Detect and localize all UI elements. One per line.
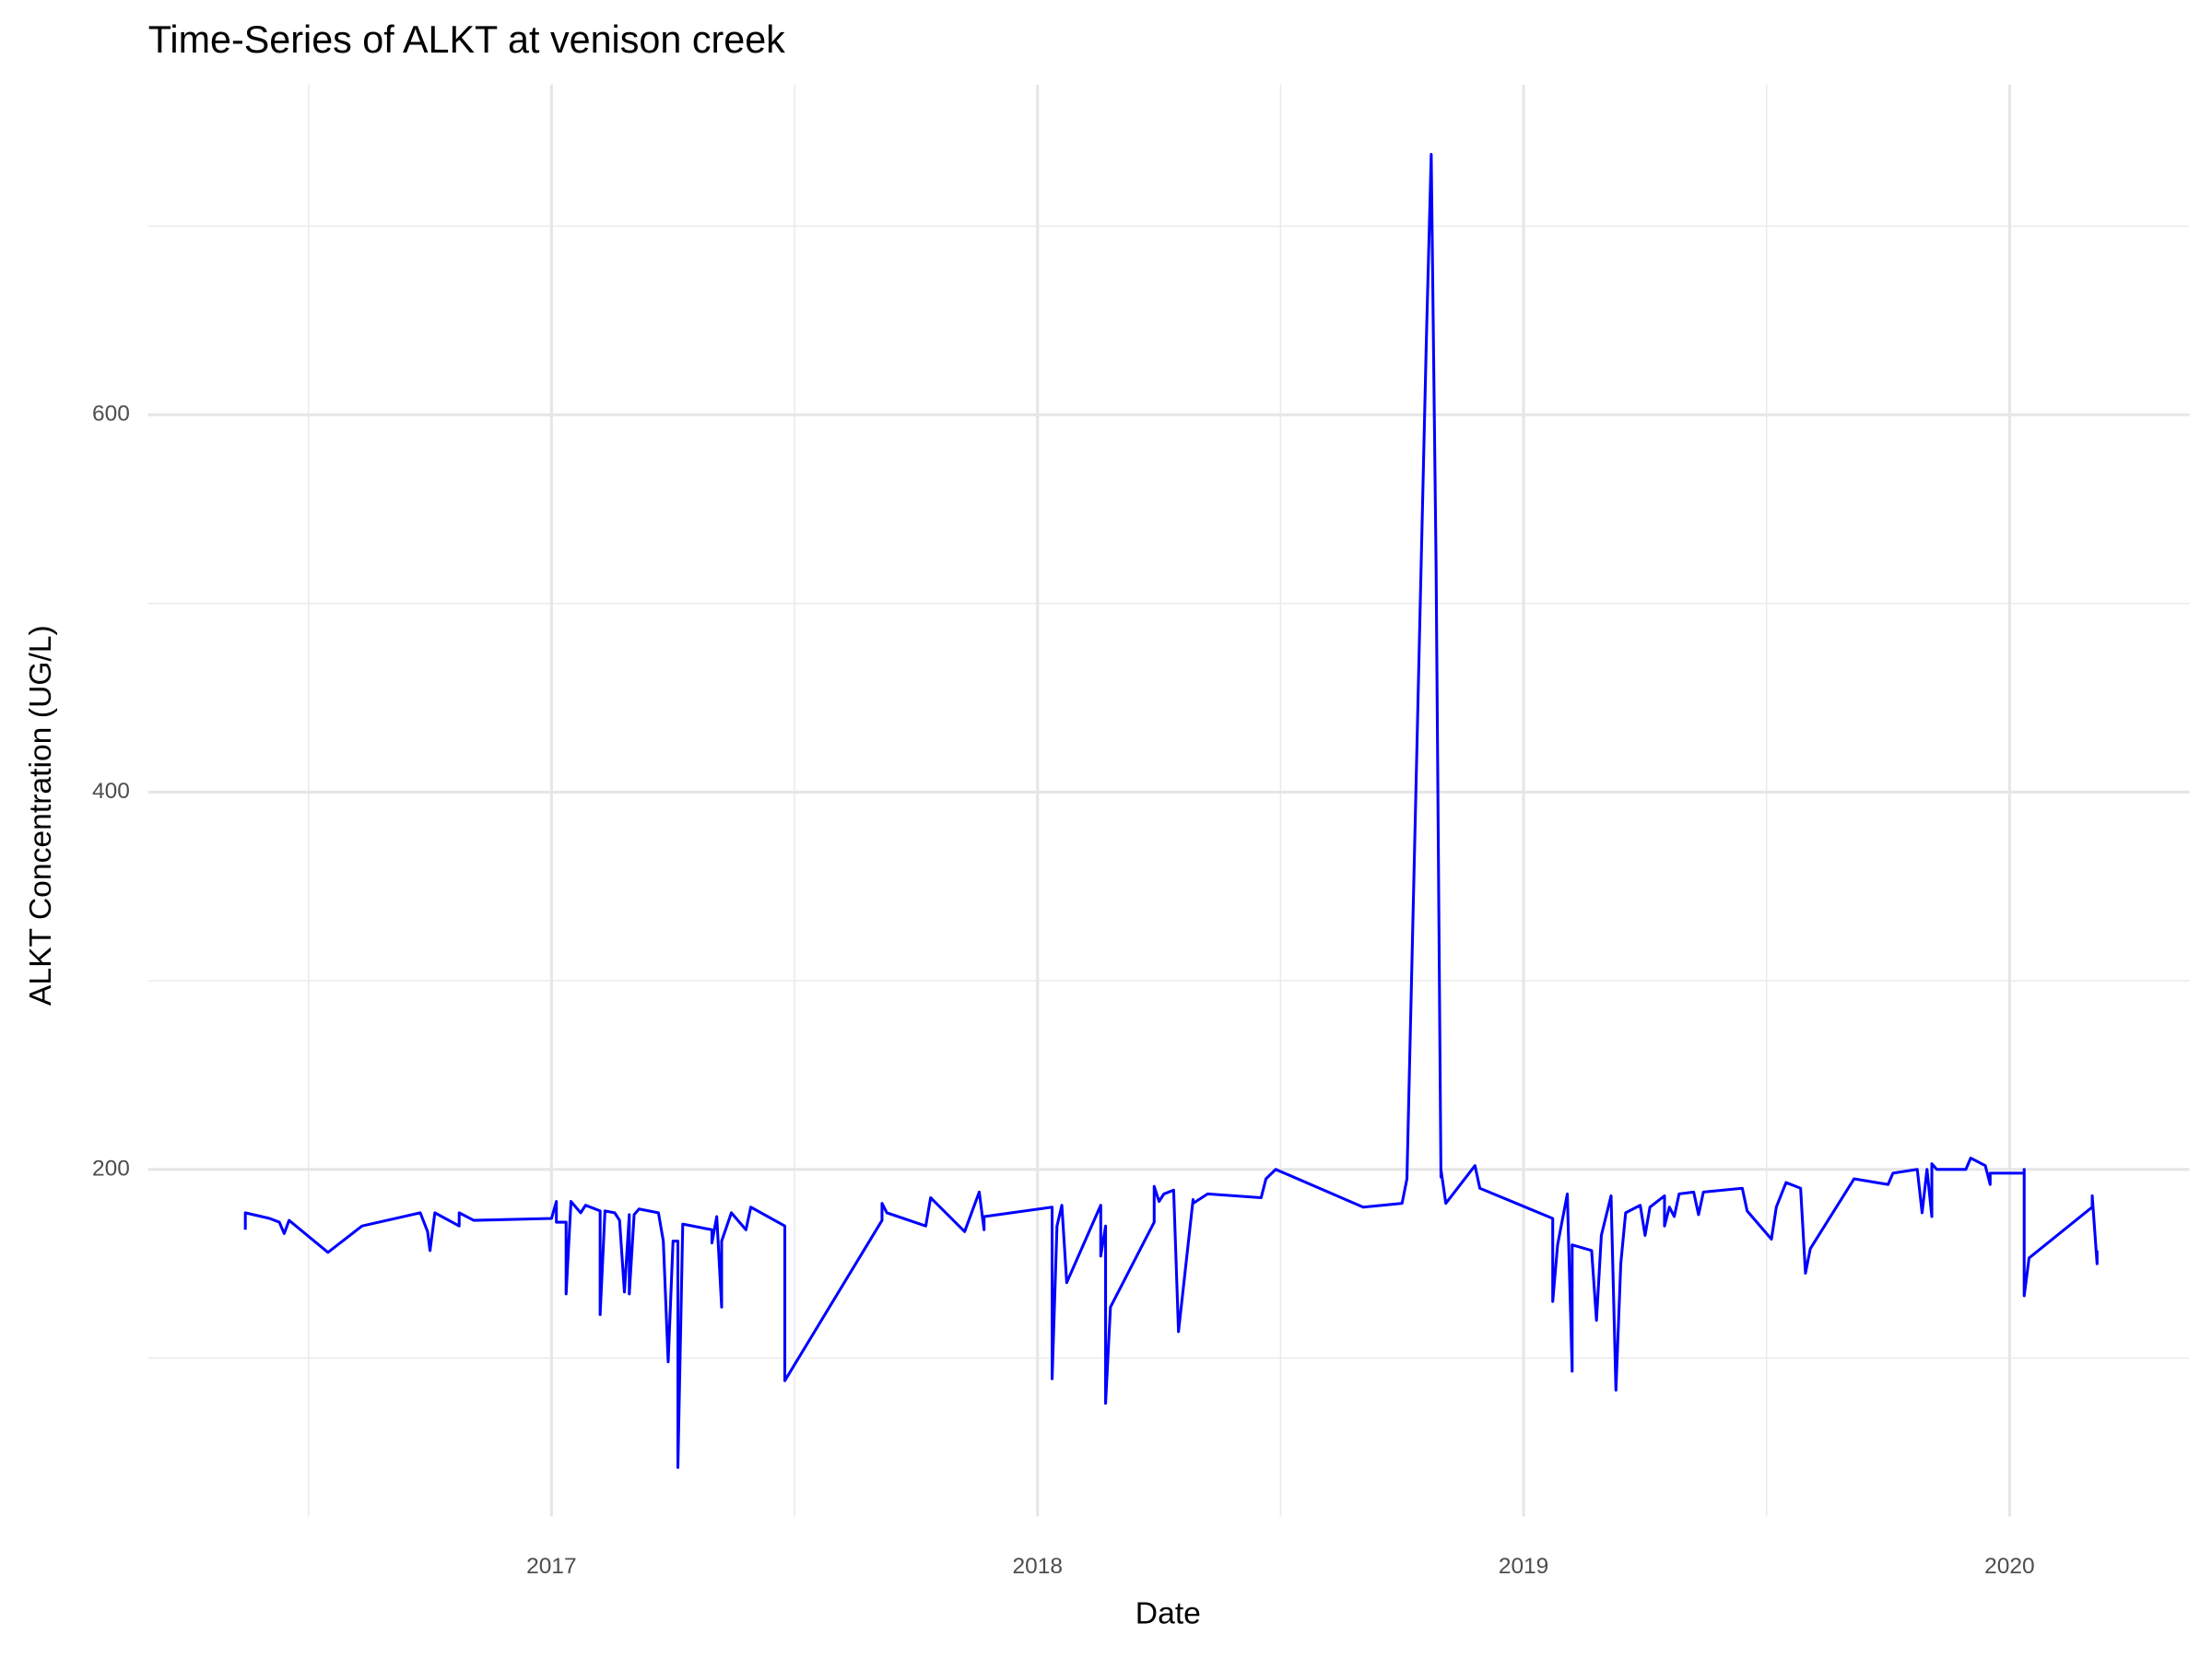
x-tick-label: 2018 [1013,1554,1063,1579]
y-axis-title: ALKT Concentration (UG/L) [24,625,58,1006]
x-tick-label: 2017 [526,1554,576,1579]
y-tick-label: 600 [92,402,130,427]
data-line [243,153,2099,1469]
x-tick-label: 2019 [1499,1554,1548,1579]
y-tick-label: 200 [92,1156,130,1181]
x-axis-title: Date [1135,1596,1201,1630]
y-tick-label: 400 [92,779,130,804]
chart-title: Time-Series of ALKT at venison creek [148,18,785,61]
x-tick-label: 2020 [1984,1554,2034,1579]
